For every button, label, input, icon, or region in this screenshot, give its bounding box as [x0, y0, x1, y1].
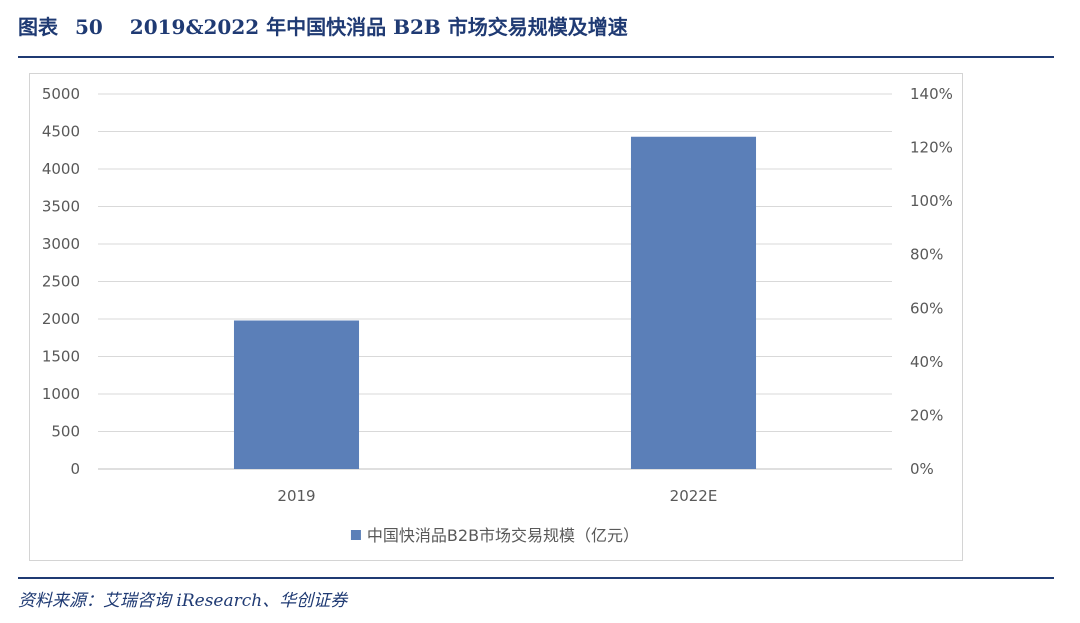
- left-tick-label: 3500: [42, 198, 80, 216]
- left-tick-label: 0: [70, 460, 80, 478]
- bar-chart: 0 500 1000 1500 2000 2500 3000 3500 4000 4500 5000…: [42, 85, 953, 545]
- left-tick-label: 4500: [42, 123, 80, 141]
- left-tick-label: 2500: [42, 273, 80, 291]
- source-note: 资料来源：艾瑞咨询 iResearch、华创证券: [18, 591, 348, 611]
- bars: [233, 136, 757, 469]
- right-tick-label: 20%: [910, 406, 943, 424]
- x-tick-label: 2019: [277, 487, 315, 505]
- figure-label: 图表: [18, 15, 58, 39]
- right-axis: 0% 20% 40% 60% 80% 100% 120% 140%: [910, 85, 953, 478]
- legend: 中国快消品B2B市场交易规模（亿元）: [350, 526, 639, 545]
- left-tick-label: 4000: [42, 160, 80, 178]
- left-tick-label: 1500: [42, 348, 80, 366]
- legend-label: 中国快消品B2B市场交易规模（亿元）: [367, 526, 639, 545]
- left-tick-label: 500: [51, 423, 80, 441]
- left-tick-label: 3000: [42, 235, 80, 253]
- figure-title-text: 2019&2022 年中国快消品 B2B 市场交易规模及增速: [129, 15, 628, 39]
- right-tick-label: 0%: [910, 460, 934, 478]
- right-tick-label: 40%: [910, 353, 943, 371]
- x-axis: 2019 2022E: [277, 487, 717, 505]
- left-tick-label: 5000: [42, 85, 80, 103]
- bottom-divider: [18, 577, 1054, 579]
- legend-swatch: [350, 530, 361, 540]
- x-tick-label: 2022E: [670, 487, 718, 505]
- left-axis: 0 500 1000 1500 2000 2500 3000 3500 4000 4500 5000: [42, 85, 80, 478]
- gridlines: [98, 93, 892, 470]
- right-tick-label: 60%: [910, 299, 943, 317]
- bar-2019: [233, 320, 360, 469]
- left-tick-label: 2000: [42, 310, 80, 328]
- bar-2022e: [630, 136, 757, 469]
- top-divider: [18, 56, 1054, 58]
- right-tick-label: 80%: [910, 246, 943, 264]
- left-tick-label: 1000: [42, 385, 80, 403]
- right-tick-label: 140%: [910, 85, 953, 103]
- figure-title: 图表 50 2019&2022 年中国快消品 B2B 市场交易规模及增速: [18, 12, 1058, 42]
- chart-frame: 0 500 1000 1500 2000 2500 3000 3500 4000 4500 5000…: [29, 73, 963, 561]
- right-tick-label: 120%: [910, 139, 953, 157]
- figure-number: 50: [74, 15, 103, 39]
- right-tick-label: 100%: [910, 192, 953, 210]
